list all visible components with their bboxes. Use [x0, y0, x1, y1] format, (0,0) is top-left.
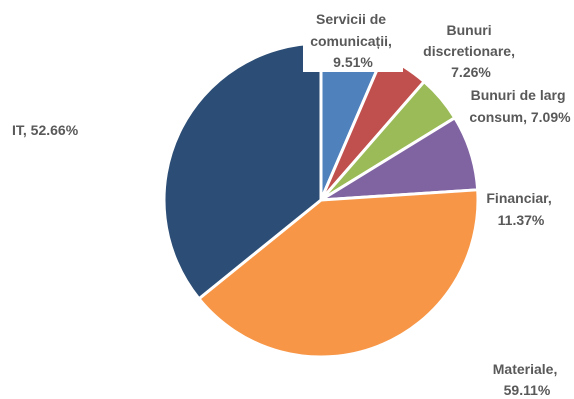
slice-label-bunuri-discretionare: Bunuri discretionare, 7.26%	[423, 22, 519, 80]
slice-label-bunuri-de-larg-consum: Bunuri de larg consum, 7.09%	[469, 87, 571, 125]
label-line: IT, 52.66%	[12, 122, 79, 138]
slice-label-materiale: Materiale, 59.11%	[493, 361, 561, 398]
svg-text:Bunuri discretionare,: Bunuri discretionare, 7.26%	[423, 22, 519, 80]
pie-slice-materiale	[197, 188, 480, 359]
label-line: 11.37%	[498, 212, 545, 228]
pie-slice-it	[162, 41, 323, 301]
svg-text:Materiale, 59.11%: Materiale, 59.11%	[493, 361, 561, 398]
svg-text:Financiar, 11.37%: Financiar, 11.37%	[486, 190, 555, 228]
pie-labels: Servicii de comunicații, 9.51% Bunuri di…	[12, 6, 571, 398]
label-line: Materiale,	[493, 361, 558, 377]
label-line: Bunuri	[447, 22, 492, 38]
slice-label-it: IT, 52.66%	[12, 122, 79, 138]
pie-slices	[162, 41, 480, 359]
label-line: Bunuri de larg	[471, 87, 566, 103]
label-line: Financiar,	[486, 190, 551, 206]
label-line: 59.11%	[504, 382, 551, 398]
svg-text:Bunuri de larg consum,: Bunuri de larg consum, 7.09%	[469, 87, 571, 125]
svg-text:Servicii de comunicați: Servicii de comunicații, 9.51%	[310, 11, 396, 70]
label-line: discretionare,	[423, 43, 515, 59]
slice-label-servicii-de-comunicatii: Servicii de comunicații, 9.51%	[303, 6, 403, 72]
label-line: comunicații,	[310, 33, 392, 49]
label-line: Servicii de	[316, 11, 386, 27]
label-line: consum, 7.09%	[469, 109, 571, 125]
slice-label-financiar: Financiar, 11.37%	[486, 190, 555, 228]
label-line: 7.26%	[451, 64, 491, 80]
label-line: 9.51%	[333, 54, 373, 70]
svg-text:IT, 52.66%: IT, 52.66%	[12, 122, 79, 138]
